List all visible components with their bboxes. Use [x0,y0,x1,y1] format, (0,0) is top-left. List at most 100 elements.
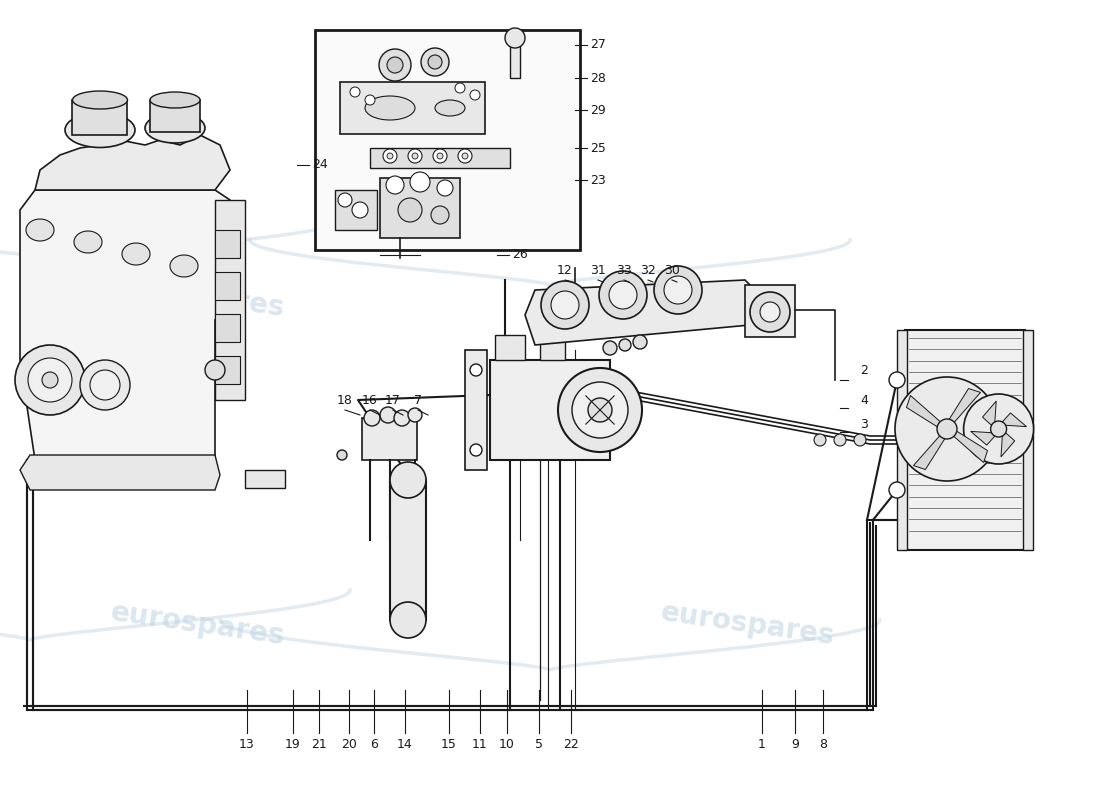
Circle shape [603,341,617,355]
Text: 18: 18 [337,394,353,406]
Circle shape [408,408,422,422]
Circle shape [387,153,393,159]
Circle shape [619,339,631,351]
Text: eurospares: eurospares [659,598,837,650]
Text: 10: 10 [499,738,515,751]
Polygon shape [949,389,980,422]
Text: 28: 28 [590,71,606,85]
Ellipse shape [74,231,102,253]
Polygon shape [982,401,997,426]
Text: 33: 33 [616,263,631,277]
Circle shape [588,398,612,422]
Circle shape [387,57,403,73]
Bar [465,350,487,470]
Circle shape [350,87,360,97]
Ellipse shape [65,113,135,147]
Circle shape [470,364,482,376]
Circle shape [834,434,846,446]
Text: eurospares: eurospares [109,598,287,650]
Bar [390,480,426,620]
Circle shape [412,153,418,159]
Bar [150,100,200,132]
Circle shape [572,382,628,438]
Circle shape [205,360,225,380]
Circle shape [390,462,426,498]
Circle shape [632,335,647,349]
Circle shape [609,281,637,309]
Circle shape [551,291,579,319]
Polygon shape [35,135,230,190]
Circle shape [895,377,999,481]
Text: 17: 17 [385,394,400,406]
Bar [905,330,1025,550]
Circle shape [964,394,1034,464]
Circle shape [379,49,411,81]
Circle shape [390,602,426,638]
Text: 2: 2 [860,363,868,377]
Circle shape [394,410,410,426]
Circle shape [889,482,905,498]
Ellipse shape [150,92,200,108]
Text: 16: 16 [362,394,378,406]
Circle shape [558,368,642,452]
Circle shape [338,193,352,207]
Bar [214,272,240,300]
Text: 30: 30 [664,263,680,277]
Text: 13: 13 [239,738,255,751]
Text: 19: 19 [285,738,301,751]
Bar [745,285,795,337]
Bar [214,356,240,384]
Circle shape [991,421,1006,437]
Text: 8: 8 [820,738,827,751]
Text: 20: 20 [341,738,356,751]
Circle shape [750,292,790,332]
Bar [72,100,126,135]
Circle shape [365,95,375,105]
Bar [370,148,510,168]
Circle shape [937,419,957,439]
Ellipse shape [73,91,128,109]
Bar [1023,330,1033,550]
Bar [540,340,565,360]
Text: 4: 4 [860,394,868,406]
Circle shape [352,202,368,218]
Circle shape [410,172,430,192]
Polygon shape [525,280,760,345]
Circle shape [462,153,468,159]
Circle shape [437,180,453,196]
Bar [214,200,245,400]
Circle shape [364,410,380,426]
Text: 9: 9 [791,738,799,751]
Polygon shape [954,431,988,462]
Text: 24: 24 [312,158,328,171]
Circle shape [470,444,482,456]
Bar [336,190,377,230]
Bar [214,230,240,258]
Polygon shape [906,395,940,426]
Ellipse shape [26,219,54,241]
Text: 31: 31 [590,263,606,277]
Bar [340,82,485,134]
Circle shape [505,28,525,48]
Text: 6: 6 [370,738,378,751]
Ellipse shape [170,255,198,277]
Text: 1: 1 [758,738,766,751]
Text: 7: 7 [414,394,422,406]
Circle shape [470,90,480,100]
Circle shape [889,372,905,388]
Text: eurospares: eurospares [109,270,287,322]
Text: 32: 32 [640,263,656,277]
Circle shape [383,149,397,163]
Circle shape [814,434,826,446]
Bar [245,470,285,488]
Polygon shape [970,431,994,445]
Bar [315,30,580,250]
Circle shape [42,372,58,388]
Circle shape [541,281,589,329]
Bar [214,314,240,342]
Text: 5: 5 [535,738,543,751]
Circle shape [90,370,120,400]
Circle shape [408,149,422,163]
Polygon shape [20,455,220,490]
Circle shape [398,198,422,222]
